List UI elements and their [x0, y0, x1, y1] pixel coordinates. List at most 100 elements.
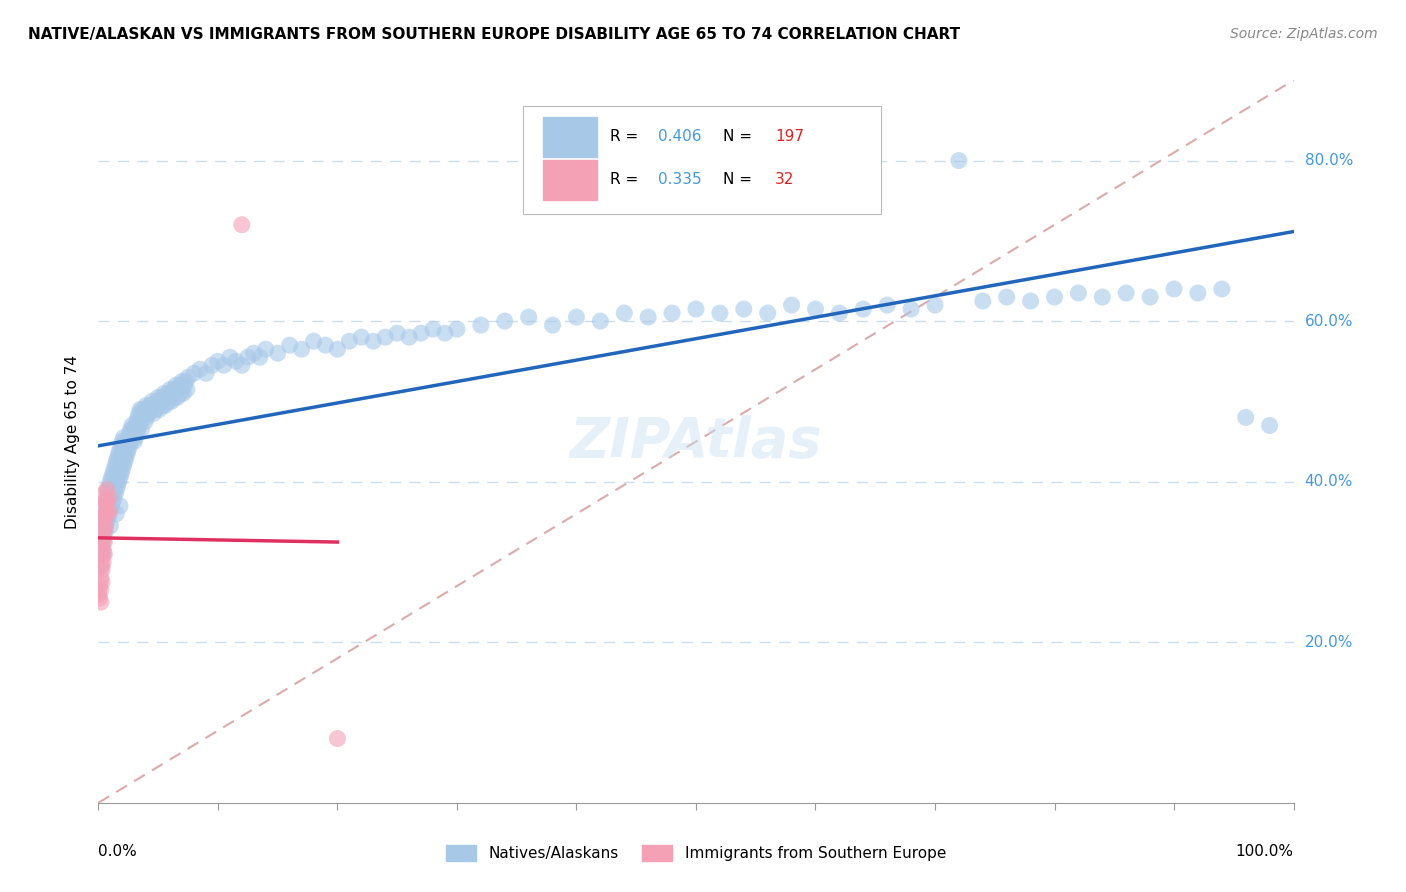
Point: [115, 438, 138, 452]
Point: [173, 378, 195, 392]
Point: [155, 398, 177, 412]
Point: [120, 422, 142, 436]
Text: 32: 32: [775, 172, 794, 187]
Point: [685, 301, 707, 317]
Point: [96, 515, 118, 529]
Point: [1187, 285, 1209, 300]
Point: [291, 342, 314, 356]
Point: [139, 402, 162, 417]
Point: [112, 430, 135, 444]
Text: R =: R =: [610, 172, 643, 187]
Point: [90, 571, 112, 585]
Point: [254, 342, 277, 356]
Point: [104, 486, 127, 500]
Point: [804, 301, 827, 317]
Point: [97, 510, 120, 524]
Point: [107, 450, 129, 465]
Point: [91, 531, 114, 545]
Point: [131, 422, 153, 436]
Point: [142, 406, 165, 420]
Point: [243, 346, 266, 360]
Point: [90, 583, 112, 598]
Point: [398, 330, 420, 344]
Point: [107, 478, 129, 492]
Point: [96, 491, 118, 505]
Point: [145, 402, 167, 417]
Point: [225, 354, 247, 368]
Point: [1115, 285, 1137, 300]
Point: [121, 430, 143, 444]
Point: [900, 301, 922, 317]
Point: [1091, 290, 1114, 304]
Point: [129, 414, 152, 428]
Point: [93, 526, 115, 541]
Point: [733, 301, 755, 317]
Point: [89, 542, 111, 557]
Point: [172, 386, 194, 401]
Point: [219, 350, 242, 364]
Point: [94, 494, 117, 508]
Point: [1019, 293, 1042, 308]
Point: [231, 358, 253, 372]
Point: [91, 558, 114, 574]
Point: [201, 358, 224, 372]
Point: [107, 475, 129, 489]
Point: [97, 499, 120, 513]
Legend: Natives/Alaskans, Immigrants from Southern Europe: Natives/Alaskans, Immigrants from Southe…: [440, 839, 952, 867]
Point: [91, 555, 114, 569]
Point: [97, 483, 120, 497]
Point: [103, 462, 125, 476]
Point: [249, 350, 271, 364]
Point: [96, 502, 118, 516]
Point: [146, 394, 169, 409]
Point: [446, 322, 468, 336]
Point: [153, 386, 176, 401]
Text: 20.0%: 20.0%: [1305, 635, 1353, 649]
Point: [103, 478, 125, 492]
Point: [195, 366, 218, 380]
Point: [89, 591, 111, 605]
Point: [91, 510, 114, 524]
Point: [128, 406, 150, 420]
Point: [150, 390, 173, 404]
Point: [118, 438, 141, 452]
Point: [188, 362, 211, 376]
Text: ZIPAtlas: ZIPAtlas: [569, 415, 823, 468]
Point: [363, 334, 385, 348]
Point: [470, 318, 492, 332]
Point: [494, 314, 516, 328]
Point: [134, 414, 156, 428]
Point: [1139, 290, 1161, 304]
Text: 0.0%: 0.0%: [98, 845, 138, 860]
Point: [87, 587, 110, 601]
Text: 100.0%: 100.0%: [1236, 845, 1294, 860]
Point: [98, 507, 121, 521]
Point: [94, 510, 117, 524]
Point: [1234, 410, 1257, 425]
Point: [100, 470, 122, 484]
Point: [103, 491, 125, 505]
Point: [135, 410, 157, 425]
Y-axis label: Disability Age 65 to 74: Disability Age 65 to 74: [65, 354, 80, 529]
Point: [121, 418, 143, 433]
Point: [105, 470, 128, 484]
Point: [124, 434, 146, 449]
Point: [115, 450, 138, 465]
Point: [98, 494, 121, 508]
Point: [1067, 285, 1090, 300]
Point: [157, 394, 180, 409]
Point: [148, 402, 170, 417]
Point: [96, 494, 118, 508]
Point: [98, 502, 122, 516]
Text: R =: R =: [610, 129, 643, 145]
Point: [165, 378, 187, 392]
Point: [948, 153, 970, 168]
Point: [148, 390, 170, 404]
Point: [108, 499, 131, 513]
Point: [135, 398, 157, 412]
Point: [139, 398, 162, 412]
Point: [101, 494, 124, 508]
Point: [91, 539, 114, 553]
Point: [326, 731, 349, 746]
Point: [125, 414, 148, 428]
